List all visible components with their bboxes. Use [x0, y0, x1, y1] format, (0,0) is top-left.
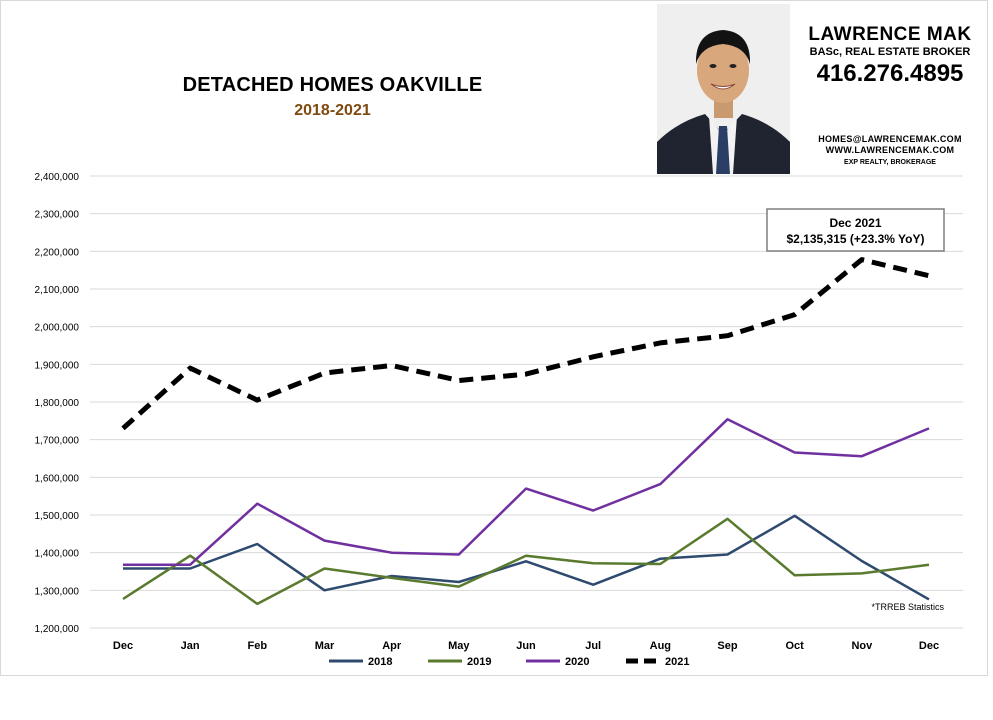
x-axis-tick-labels: Dec Jan Feb Mar Apr May Jun Jul Aug Sep Oct Nov Dec: [113, 640, 939, 652]
legend: 2018 2019 2020 2021: [329, 656, 689, 668]
y-tick-label: 1,900,000: [35, 360, 80, 371]
agent-email: HOMES@LAWRENCEMAK.COM: [818, 134, 962, 144]
y-tick-label: 1,600,000: [35, 473, 80, 484]
series-line-2018: [123, 514, 930, 601]
chart-subtitle: 2018-2021: [294, 102, 371, 119]
y-tick-label: 2,300,000: [35, 210, 80, 221]
legend-label-2020: 2020: [565, 656, 589, 668]
x-tick-label: Jan: [181, 640, 200, 652]
x-tick-label: Mar: [315, 640, 335, 652]
x-tick-label: Aug: [650, 640, 671, 652]
callout-line1: Dec 2021: [829, 216, 881, 230]
agent-photo: [657, 4, 790, 174]
agent-website: WWW.LAWRENCEMAK.COM: [825, 145, 955, 155]
series-line-2021: [121, 257, 930, 431]
agent-name: LAWRENCE MAK: [808, 24, 972, 45]
agent-phone: 416.276.4895: [816, 60, 964, 87]
agent-portrait-image: [657, 4, 790, 174]
x-tick-label: Feb: [248, 640, 268, 652]
legend-label-2018: 2018: [368, 656, 392, 668]
x-tick-label: May: [448, 640, 470, 652]
y-tick-label: 1,400,000: [35, 549, 80, 560]
y-tick-label: 2,100,000: [35, 285, 80, 296]
dec-2021-callout: Dec 2021 $2,135,315 (+23.3% YoY): [766, 208, 945, 252]
series-line-2020: [123, 418, 930, 566]
y-axis-tick-labels: 1,200,000 1,300,000 1,400,000 1,500,000 1,60…: [35, 172, 80, 635]
y-tick-label: 1,200,000: [35, 624, 80, 635]
y-tick-label: 1,700,000: [35, 436, 80, 447]
x-tick-label: Dec: [919, 640, 939, 652]
y-tick-label: 1,500,000: [35, 511, 80, 522]
x-tick-label: Jun: [516, 640, 536, 652]
legend-label-2021: 2021: [665, 656, 689, 668]
x-tick-label: Apr: [382, 640, 402, 652]
chart-title: DETACHED HOMES OAKVILLE: [182, 74, 483, 96]
x-tick-label: Oct: [785, 640, 804, 652]
callout-line2: $2,135,315 (+23.3% YoY): [787, 232, 925, 246]
gridlines: [90, 175, 963, 629]
x-tick-label: Nov: [851, 640, 873, 652]
callout-box: [766, 208, 945, 252]
chart-frame: [0, 0, 988, 676]
agent-role: BASc, REAL ESTATE BROKER: [809, 46, 971, 58]
series-lines: [121, 257, 930, 606]
source-note: *TRREB Statistics: [871, 602, 944, 612]
agent-brokerage: EXP REALTY, BROKERAGE: [844, 159, 936, 166]
x-tick-label: Jul: [585, 640, 601, 652]
y-tick-label: 2,000,000: [35, 323, 80, 334]
y-tick-label: 2,200,000: [35, 247, 80, 258]
y-tick-label: 1,300,000: [35, 586, 80, 597]
y-tick-label: 2,400,000: [35, 172, 80, 183]
series-line-2019: [122, 517, 930, 606]
legend-label-2019: 2019: [467, 656, 491, 668]
y-tick-label: 1,800,000: [35, 398, 80, 409]
x-tick-label: Sep: [717, 640, 737, 652]
x-tick-label: Dec: [113, 640, 133, 652]
